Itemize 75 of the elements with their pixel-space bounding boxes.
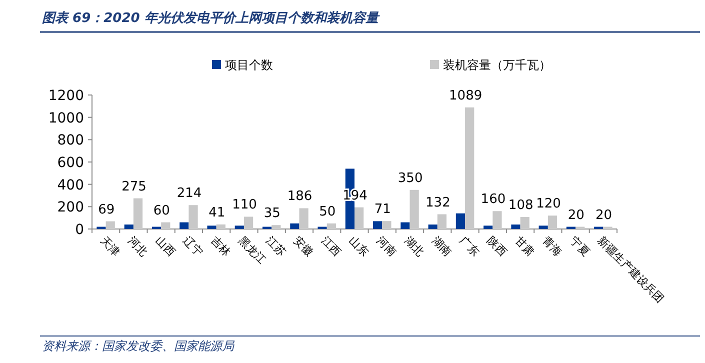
y-tick-label: 600 (57, 155, 84, 171)
bar (272, 225, 281, 229)
chart-title: 图表 69：2020 年光伏发电平价上网项目个数和装机容量 (42, 10, 380, 26)
y-tick-label: 0 (75, 222, 84, 238)
data-label: 160 (480, 192, 506, 208)
bar (326, 223, 336, 229)
bar (124, 224, 134, 229)
x-tick-label: 甘肃 (512, 234, 537, 259)
x-tick-label: 吉林 (208, 234, 233, 259)
data-label: 1089 (449, 88, 482, 104)
data-label: 275 (122, 179, 146, 194)
x-tick-label: 青海 (540, 234, 565, 259)
bar (465, 107, 474, 229)
bar (410, 190, 419, 229)
legend-label: 装机容量（万千瓦） (443, 58, 551, 72)
x-tick-label: 辽宁 (180, 234, 206, 259)
bar (133, 198, 143, 229)
x-tick-label: 湖南 (429, 234, 454, 259)
y-tick-label: 1200 (48, 88, 84, 104)
bar (511, 224, 520, 229)
y-tick-label: 400 (57, 177, 84, 194)
data-label: 20 (568, 208, 584, 223)
data-label: 120 (536, 196, 561, 212)
x-tick-label: 山东 (346, 234, 372, 259)
data-label: 350 (398, 170, 423, 186)
y-tick-label: 1000 (48, 110, 84, 126)
legend-label: 项目个数 (225, 58, 273, 72)
bar (207, 226, 216, 229)
x-tick-label: 江西 (318, 234, 344, 259)
bar (180, 222, 189, 229)
data-label: 35 (264, 206, 280, 222)
data-label: 71 (374, 202, 391, 218)
x-tick-label: 天津 (98, 234, 122, 259)
bar (290, 223, 300, 229)
x-tick-label: 广东 (456, 234, 482, 259)
data-label: 69 (98, 202, 115, 218)
data-label: 50 (319, 204, 336, 220)
bar (520, 216, 530, 229)
x-tick-label: 陕西 (484, 234, 510, 259)
bar (373, 221, 382, 229)
bar (548, 216, 558, 229)
x-tick-label: 安徽 (291, 234, 316, 259)
bar (106, 221, 115, 229)
data-label: 108 (508, 198, 534, 213)
bar (161, 222, 170, 229)
bar (428, 224, 438, 229)
x-tick-label: 河南 (374, 234, 399, 259)
bar (244, 216, 254, 229)
bar (299, 208, 308, 229)
text: 资料来源：国家发改委、国家能源局 (42, 339, 235, 353)
x-tick-label: 湖北 (402, 234, 426, 259)
x-tick-label: 新疆生产建设兵团 (595, 234, 666, 306)
data-label: 214 (176, 186, 202, 202)
bar (382, 221, 392, 229)
bar (456, 213, 466, 229)
y-tick-label: 800 (57, 132, 84, 149)
bar (188, 205, 198, 229)
data-label: 20 (595, 208, 612, 223)
bar (492, 211, 502, 229)
bar (354, 207, 364, 229)
data-label: 110 (232, 198, 257, 213)
x-tick-label: 山西 (152, 234, 178, 259)
bar (400, 222, 410, 229)
y-tick-label: 200 (57, 200, 84, 216)
x-tick-label: 宁夏 (567, 234, 592, 259)
data-label: 186 (287, 189, 312, 204)
bar (437, 214, 447, 229)
data-label: 60 (153, 203, 170, 218)
bar (216, 224, 226, 229)
x-tick-label: 河北 (125, 234, 150, 259)
data-label: 41 (208, 205, 226, 220)
bar (538, 226, 548, 229)
data-label: 132 (426, 195, 450, 210)
bar (234, 226, 244, 229)
bar (484, 226, 493, 229)
